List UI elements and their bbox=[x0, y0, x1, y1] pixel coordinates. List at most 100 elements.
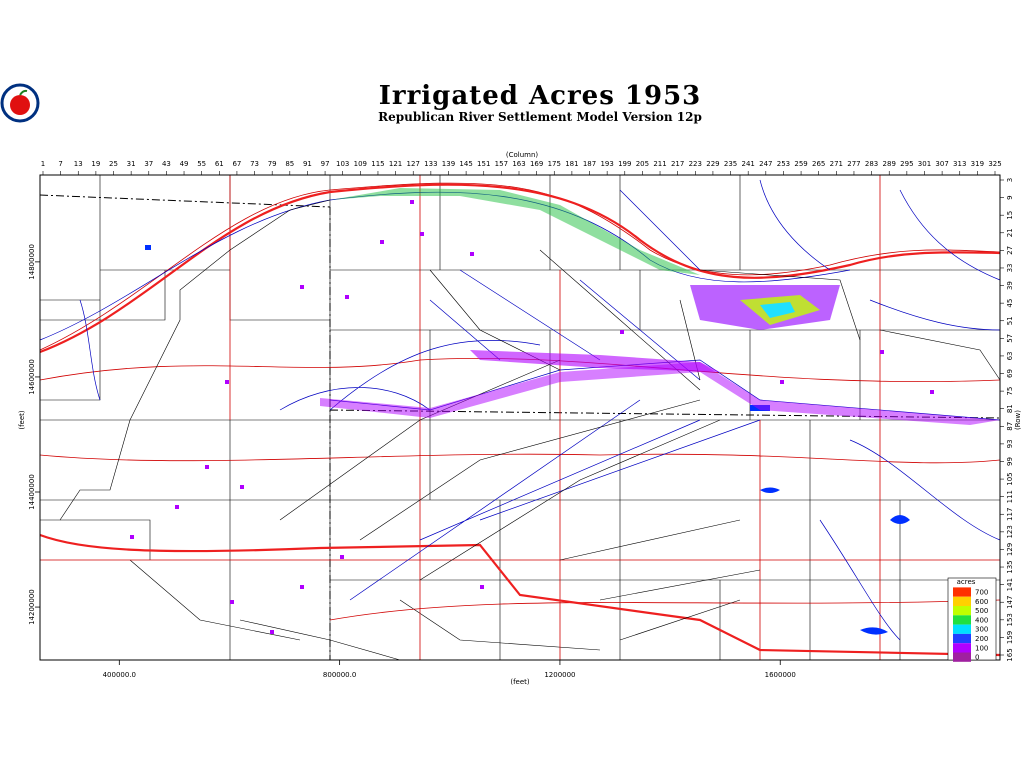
column-tick-label: 73 bbox=[250, 160, 259, 168]
row-tick-label: 87 bbox=[1006, 422, 1014, 431]
y-tick-label: 14600000 bbox=[28, 359, 36, 395]
row-tick-label: 117 bbox=[1006, 508, 1014, 521]
legend-label: 500 bbox=[975, 607, 988, 615]
legend-label: 700 bbox=[975, 589, 988, 597]
column-tick-label: 319 bbox=[971, 160, 984, 168]
column-tick-label: 205 bbox=[636, 160, 649, 168]
column-tick-label: 295 bbox=[900, 160, 913, 168]
row-tick-label: 15 bbox=[1006, 211, 1014, 220]
column-tick-label: 31 bbox=[127, 160, 136, 168]
column-tick-label: 115 bbox=[371, 160, 384, 168]
column-tick-label: 235 bbox=[724, 160, 737, 168]
y-tick-label: 14400000 bbox=[28, 474, 36, 510]
column-tick-label: 55 bbox=[197, 160, 206, 168]
column-tick-label: 247 bbox=[759, 160, 772, 168]
column-tick-label: 121 bbox=[389, 160, 402, 168]
column-tick-label: 283 bbox=[865, 160, 878, 168]
column-tick-label: 193 bbox=[600, 160, 613, 168]
column-tick-label: 289 bbox=[883, 160, 896, 168]
column-tick-label: 157 bbox=[495, 160, 508, 168]
x-tick-label: 1200000 bbox=[544, 671, 575, 679]
map-features bbox=[39, 175, 1001, 661]
column-tick-label: 97 bbox=[321, 160, 330, 168]
column-tick-label: 19 bbox=[91, 160, 100, 168]
legend-swatch bbox=[953, 615, 971, 625]
column-tick-label: 265 bbox=[812, 160, 825, 168]
row-tick-label: 51 bbox=[1006, 316, 1014, 325]
x-tick-label: 400000.0 bbox=[103, 671, 136, 679]
row-tick-label: 27 bbox=[1006, 246, 1014, 255]
column-tick-label: 49 bbox=[180, 160, 189, 168]
row-tick-label: 129 bbox=[1006, 543, 1014, 556]
column-tick-label: 103 bbox=[336, 160, 349, 168]
column-tick-label: 313 bbox=[953, 160, 966, 168]
column-tick-label: 85 bbox=[285, 160, 294, 168]
column-tick-label: 133 bbox=[424, 160, 437, 168]
column-tick-label: 199 bbox=[618, 160, 631, 168]
row-tick-label: 165 bbox=[1006, 648, 1014, 661]
legend-swatch bbox=[953, 606, 971, 616]
row-tick-label: 21 bbox=[1006, 228, 1014, 237]
column-tick-label: 1 bbox=[41, 160, 45, 168]
row-tick-label: 57 bbox=[1006, 334, 1014, 343]
map-frame bbox=[39, 174, 1001, 661]
legend-swatch bbox=[953, 633, 971, 644]
column-tick-label: 25 bbox=[109, 160, 118, 168]
legend-swatch bbox=[953, 596, 971, 606]
row-tick-label: 123 bbox=[1006, 525, 1014, 538]
column-tick-label: 163 bbox=[512, 160, 525, 168]
row-tick-label: 9 bbox=[1006, 195, 1014, 199]
logo bbox=[0, 83, 40, 123]
column-tick-label: 151 bbox=[477, 160, 490, 168]
x-tick-label: 800000.0 bbox=[323, 671, 356, 679]
legend-label: 600 bbox=[975, 598, 988, 606]
row-tick-label: 147 bbox=[1006, 596, 1014, 609]
row-tick-label: 69 bbox=[1006, 369, 1014, 378]
column-tick-label: 79 bbox=[268, 160, 277, 168]
legend-swatch bbox=[953, 652, 971, 662]
column-tick-label: 127 bbox=[407, 160, 420, 168]
row-tick-label: 111 bbox=[1006, 490, 1014, 503]
row-label: (Row) bbox=[1014, 410, 1022, 430]
row-tick-label: 75 bbox=[1006, 387, 1014, 396]
row-tick-label: 99 bbox=[1006, 457, 1014, 466]
column-tick-label: 277 bbox=[847, 160, 860, 168]
y-tick-label: 14200000 bbox=[28, 589, 36, 625]
column-tick-label: 181 bbox=[565, 160, 578, 168]
row-tick-label: 63 bbox=[1006, 351, 1014, 360]
y-axis-label: (feet) bbox=[18, 410, 26, 430]
row-tick-label: 135 bbox=[1006, 560, 1014, 573]
row-tick-label: 141 bbox=[1006, 578, 1014, 591]
column-tick-label: 307 bbox=[935, 160, 948, 168]
row-tick-label: 153 bbox=[1006, 613, 1014, 626]
row-tick-label: 45 bbox=[1006, 299, 1014, 308]
column-tick-label: 109 bbox=[354, 160, 367, 168]
legend-label: 300 bbox=[975, 626, 988, 634]
column-tick-label: 217 bbox=[671, 160, 684, 168]
subtitle: Republican River Settlement Model Versio… bbox=[378, 110, 702, 124]
row-tick-label: 81 bbox=[1006, 404, 1014, 413]
column-tick-label: 169 bbox=[530, 160, 543, 168]
column-tick-label: 229 bbox=[706, 160, 719, 168]
legend-swatch bbox=[953, 624, 971, 634]
legend-swatch bbox=[953, 643, 971, 653]
column-tick-label: 175 bbox=[548, 160, 561, 168]
row-tick-label: 33 bbox=[1006, 264, 1014, 273]
column-tick-label: 259 bbox=[794, 160, 807, 168]
column-tick-label: 187 bbox=[583, 160, 596, 168]
column-tick-label: 37 bbox=[144, 160, 153, 168]
column-tick-label: 241 bbox=[741, 160, 754, 168]
column-tick-label: 67 bbox=[232, 160, 241, 168]
column-tick-label: 13 bbox=[74, 160, 83, 168]
column-tick-label: 301 bbox=[918, 160, 931, 168]
column-tick-label: 325 bbox=[988, 160, 1001, 168]
row-tick-label: 3 bbox=[1006, 178, 1014, 182]
column-tick-label: 43 bbox=[162, 160, 171, 168]
legend-swatch bbox=[953, 587, 971, 597]
row-tick-label: 105 bbox=[1006, 472, 1014, 485]
column-tick-label: 211 bbox=[653, 160, 666, 168]
legend-label: 200 bbox=[975, 635, 988, 643]
column-tick-label: 91 bbox=[303, 160, 312, 168]
